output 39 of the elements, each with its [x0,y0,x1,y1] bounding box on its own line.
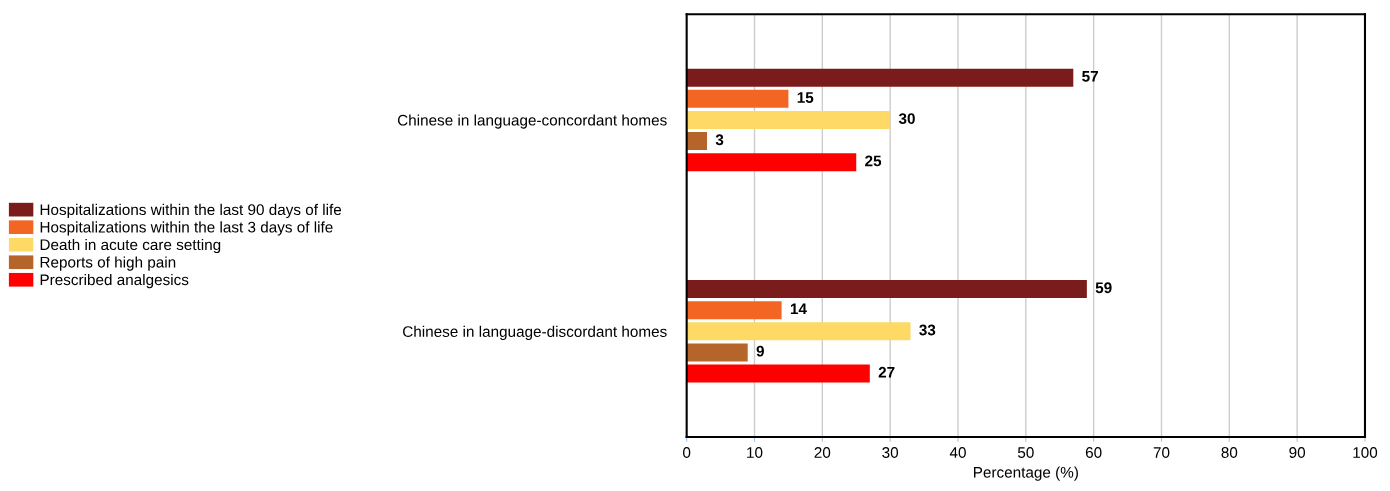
x-tick-label: 60 [1085,447,1102,458]
x-axis-title: Percentage (%) [974,466,1078,481]
data-label: 30 [898,113,915,125]
y-tick-label: Chinese in language-concordant homes [397,114,667,129]
x-tick-label: 70 [1153,447,1170,458]
bar [686,110,891,129]
data-label: 9 [756,345,764,357]
data-label: 3 [715,134,724,146]
bar [686,364,870,383]
bar [686,322,911,341]
legend-label: Reports of high pain [40,256,176,271]
legend-label: Prescribed analgesics [40,273,189,289]
x-tick-label: 80 [1221,447,1238,458]
legend-label: Hospitalizations within the last 3 days of life [40,221,333,236]
data-label: 33 [919,324,936,336]
x-tick-label: 0 [683,447,691,458]
bar [686,343,748,362]
bar [686,153,857,172]
data-label: 15 [797,92,814,103]
legend-label: Hospitalizations within the last 90 days of life [40,203,342,219]
legend-label: Death in acute care setting [40,238,221,254]
x-tick-label: 40 [949,447,966,458]
x-tick-label: 20 [814,447,831,458]
data-label: 59 [1095,282,1112,294]
bar [686,132,708,151]
data-label: 14 [790,303,807,315]
y-tick-label: Chinese in language-discordant homes [403,325,667,341]
x-tick-label: 90 [1289,447,1306,458]
x-tick-label: 50 [1017,447,1034,458]
data-label: 25 [865,155,882,167]
data-label: 27 [878,366,895,378]
bar [686,89,789,108]
data-label: 57 [1082,71,1098,82]
x-tick-label: 100 [1353,447,1378,458]
x-tick-label: 10 [747,447,763,458]
bar [686,301,782,320]
bar [686,68,1074,87]
x-tick-label: 30 [882,447,899,458]
bar [686,280,1087,299]
